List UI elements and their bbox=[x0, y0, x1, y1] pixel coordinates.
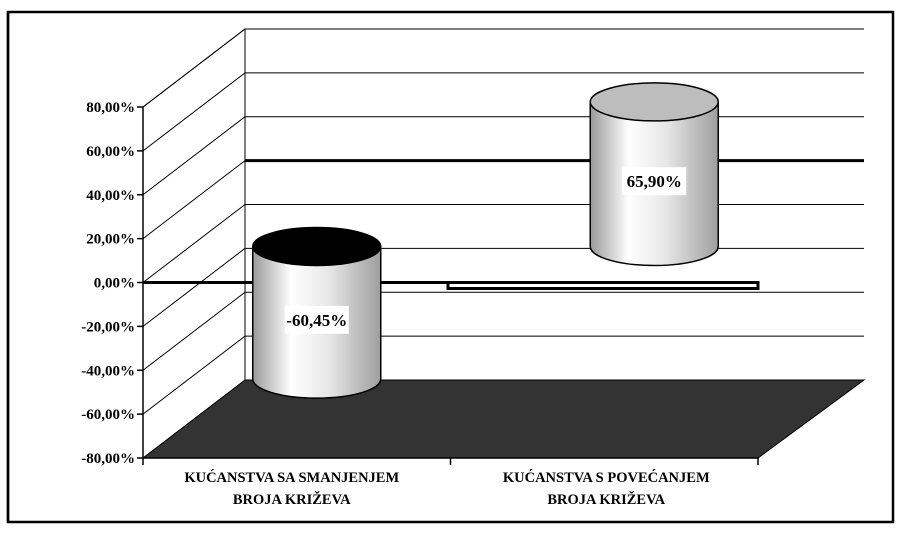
bar-1: -60,45% bbox=[252, 226, 382, 399]
x-tick-label: KUĆANSTVA SA SMANJENJEM bbox=[184, 469, 399, 486]
y-tick-label: -20,00% bbox=[81, 319, 135, 335]
y-tick-label: -60,00% bbox=[81, 407, 135, 423]
gridline-side bbox=[142, 291, 246, 371]
gridline-side bbox=[142, 116, 246, 196]
gridline-side bbox=[142, 160, 246, 240]
chart-floor bbox=[141, 379, 866, 459]
zero-plane-front bbox=[143, 281, 760, 290]
data-label-box bbox=[622, 167, 687, 196]
bar-top bbox=[589, 82, 719, 122]
y-tick-label: -40,00% bbox=[81, 363, 135, 379]
gridline-side bbox=[142, 335, 246, 415]
floor-plane bbox=[141, 379, 866, 459]
x-axis: KUĆANSTVA SA SMANJENJEM BROJA KRIŽEVA KUĆA… bbox=[142, 457, 759, 508]
y-tick-label: 0,00% bbox=[94, 276, 135, 292]
y-tick-label: 20,00% bbox=[86, 232, 135, 248]
y-tick-label: 80,00% bbox=[86, 100, 135, 116]
gridline-side bbox=[142, 72, 246, 152]
y-axis: 80,00% 60,00% 40,00% 20,00% 0,00% -20,00% -40,… bbox=[81, 100, 144, 467]
x-tick-label: KUĆANSTVA S POVEĆANJEM bbox=[503, 469, 710, 486]
bar-2: 65,90% bbox=[589, 82, 719, 267]
data-label-box bbox=[284, 305, 349, 334]
x-tick-label: BROJA KRIŽEVA bbox=[233, 491, 351, 508]
y-tick-label: -80,00% bbox=[81, 451, 135, 467]
x-tick-label: BROJA KRIŽEVA bbox=[547, 491, 665, 508]
y-tick-label: 60,00% bbox=[86, 144, 135, 160]
gridline-side bbox=[142, 28, 246, 108]
data-label: 65,90% bbox=[627, 172, 682, 191]
y-tick-label: 40,00% bbox=[86, 188, 135, 204]
bar-top bbox=[252, 226, 382, 267]
chart-bars: -60,45% 65,90% bbox=[252, 82, 719, 399]
gridline-side bbox=[142, 204, 246, 283]
gridline-side bbox=[142, 247, 246, 327]
gridlines bbox=[142, 28, 864, 415]
data-label: -60,45% bbox=[286, 311, 347, 330]
